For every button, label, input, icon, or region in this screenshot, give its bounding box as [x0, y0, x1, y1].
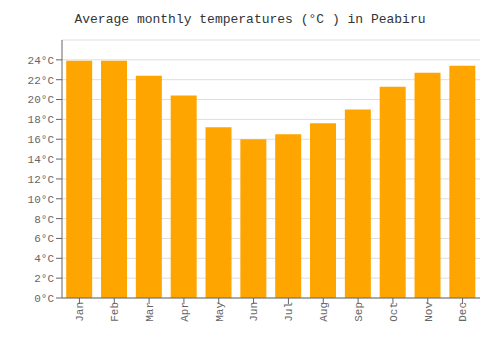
svg-text:20°C: 20°C — [28, 94, 55, 106]
svg-text:Sep: Sep — [353, 302, 365, 322]
svg-text:Feb: Feb — [109, 302, 121, 322]
svg-text:6°C: 6°C — [34, 233, 54, 245]
svg-text:Oct: Oct — [388, 302, 400, 322]
svg-text:0°C: 0°C — [34, 293, 54, 305]
svg-text:2°C: 2°C — [34, 273, 54, 285]
svg-text:24°C: 24°C — [28, 55, 55, 67]
svg-text:10°C: 10°C — [28, 194, 55, 206]
html-text:Average monthly temperatures (: Average monthly temperatures (°C ) in Pe… — [74, 12, 426, 27]
svg-text:Aug: Aug — [318, 302, 330, 322]
svg-text:Mar: Mar — [144, 302, 156, 322]
svg-text:14°C: 14°C — [28, 154, 55, 166]
svg-text:Nov: Nov — [423, 302, 435, 322]
svg-text:4°C: 4°C — [34, 253, 54, 265]
svg-text:Jan: Jan — [74, 302, 86, 322]
svg-text:May: May — [214, 302, 226, 322]
svg-text:16°C: 16°C — [28, 134, 55, 146]
svg-text:22°C: 22°C — [28, 75, 55, 87]
svg-text:18°C: 18°C — [28, 114, 55, 126]
svg-text:Jul: Jul — [283, 302, 295, 322]
svg-text:Apr: Apr — [179, 302, 191, 322]
svg-text:Dec: Dec — [457, 302, 469, 322]
svg-text:12°C: 12°C — [28, 174, 55, 186]
svg-text:8°C: 8°C — [34, 214, 54, 226]
svg-text:Jun: Jun — [248, 302, 260, 322]
